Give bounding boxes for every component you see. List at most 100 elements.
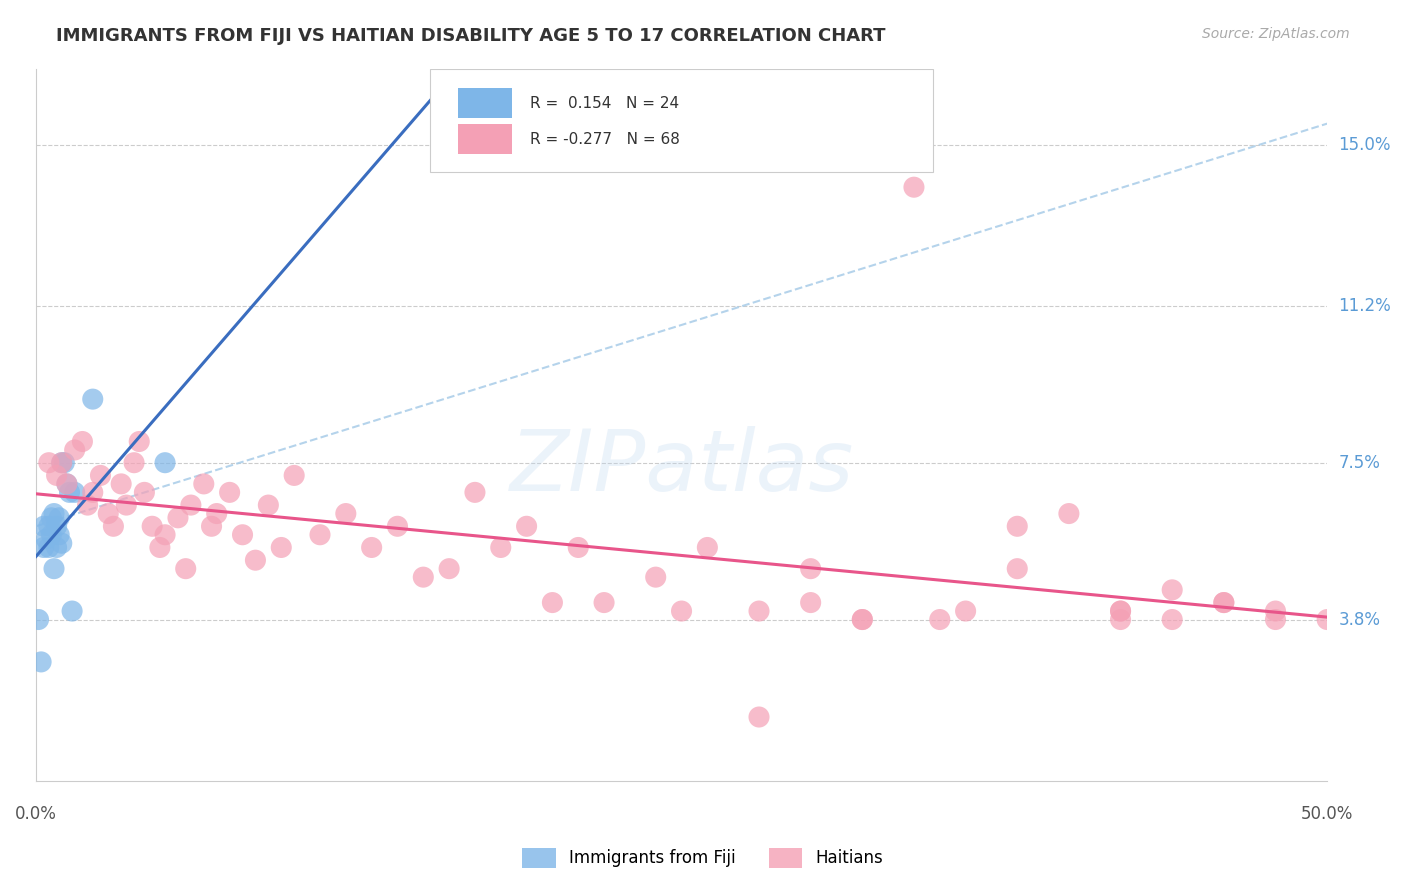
Point [1109,604,1132,618]
Point [218,485,240,500]
Point [1212,596,1234,610]
Text: R = -0.277   N = 68: R = -0.277 N = 68 [530,131,681,146]
Text: 0.0%: 0.0% [15,805,56,823]
Point [541,596,564,610]
Text: 11.2%: 11.2% [1339,297,1391,315]
Point [1109,613,1132,627]
Point [103,519,125,533]
Point [1316,613,1339,627]
Point [851,613,873,627]
Point [851,613,873,627]
Point [1264,613,1286,627]
Point [63,442,86,457]
Point [115,498,138,512]
Point [412,570,434,584]
Point [56,476,79,491]
Point [489,541,512,555]
Bar [458,124,512,154]
Point [174,562,197,576]
Point [360,541,382,555]
Point [437,562,460,576]
Legend: Immigrants from Fiji, Haitians: Immigrants from Fiji, Haitians [516,841,890,875]
Point [72,434,94,449]
Point [1007,519,1029,533]
Point [60,604,83,618]
Point [335,507,357,521]
Point [1161,613,1184,627]
Text: ZIPatlas: ZIPatlas [509,425,853,508]
Point [800,596,823,610]
Point [45,541,67,555]
Point [38,456,60,470]
Point [42,507,65,521]
Point [270,541,292,555]
Point [89,468,111,483]
Point [51,456,73,470]
Text: 50.0%: 50.0% [1301,805,1354,823]
Point [205,507,228,521]
Text: 7.5%: 7.5% [1339,454,1381,472]
Point [257,498,280,512]
Point [41,528,63,542]
Point [38,519,60,533]
Bar [458,88,512,119]
Point [32,519,55,533]
Point [800,562,823,576]
Point [193,476,215,491]
Text: R =  0.154   N = 24: R = 0.154 N = 24 [530,96,679,111]
Point [82,392,104,406]
Point [696,541,718,555]
Point [748,710,770,724]
Point [30,655,52,669]
Point [76,498,98,512]
Point [41,510,63,524]
Point [141,519,163,533]
Text: 15.0%: 15.0% [1339,136,1391,153]
FancyBboxPatch shape [430,69,934,172]
Point [56,476,79,491]
Point [149,541,172,555]
Point [1161,582,1184,597]
Point [903,180,925,194]
Point [45,519,67,533]
Point [134,485,156,500]
Point [928,613,950,627]
Point [1007,562,1029,576]
Point [53,456,76,470]
Point [48,510,70,524]
Point [1109,604,1132,618]
Point [58,485,80,500]
Point [955,604,977,618]
Point [309,528,332,542]
Point [283,468,305,483]
Point [153,456,176,470]
Point [200,519,222,533]
Point [593,596,616,610]
Point [567,541,589,555]
Point [128,434,150,449]
Text: 3.8%: 3.8% [1339,610,1381,629]
Point [748,604,770,618]
Point [48,528,70,542]
Point [1264,604,1286,618]
Point [1057,507,1080,521]
Text: Source: ZipAtlas.com: Source: ZipAtlas.com [1202,27,1350,41]
Point [82,485,104,500]
Point [63,485,86,500]
Point [671,604,693,618]
Point [97,507,120,521]
Point [464,485,486,500]
Point [516,519,538,533]
Point [27,613,49,627]
Point [122,456,145,470]
Point [153,528,176,542]
Point [51,536,73,550]
Point [32,541,55,555]
Point [42,562,65,576]
Point [51,456,73,470]
Point [180,498,202,512]
Point [45,468,67,483]
Point [231,528,253,542]
Point [35,532,58,546]
Point [167,510,190,524]
